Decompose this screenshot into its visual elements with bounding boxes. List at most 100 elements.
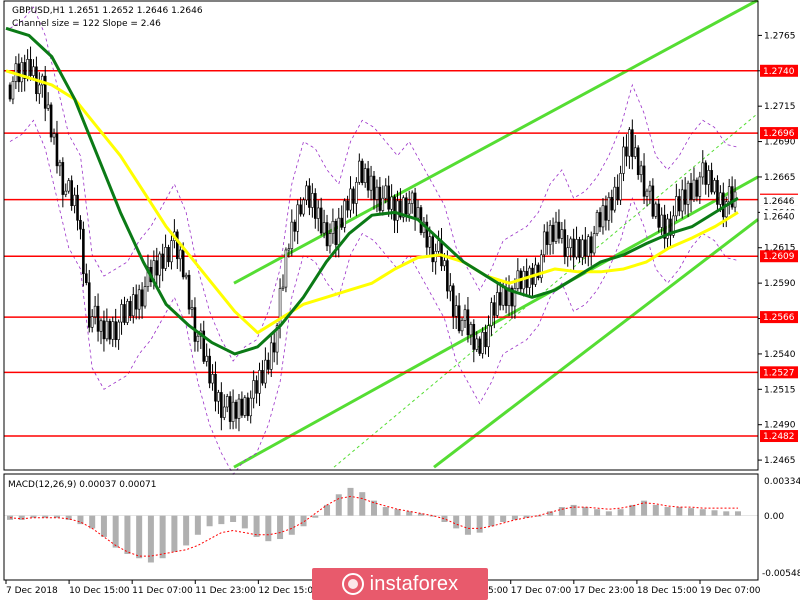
macd-histogram-bar xyxy=(147,515,154,563)
candle-body xyxy=(710,170,713,193)
candle-body xyxy=(645,190,649,197)
candle-body xyxy=(563,229,567,257)
candle-body xyxy=(249,397,253,417)
candle-body xyxy=(490,302,493,326)
candle-body xyxy=(360,160,364,183)
candle-body xyxy=(545,231,549,245)
candle-body xyxy=(272,342,276,353)
level-price-label: 1.2696 xyxy=(763,129,795,139)
macd-histogram-bar xyxy=(194,515,201,535)
candle-body xyxy=(155,260,159,276)
candle-body xyxy=(234,401,238,419)
price-tick-label: 1.2615 xyxy=(764,244,796,254)
macd-histogram-bar xyxy=(253,515,260,537)
candle-body xyxy=(240,398,244,416)
candle-body xyxy=(446,260,449,292)
candle-body xyxy=(190,307,194,310)
candle-body xyxy=(32,66,35,76)
macd-histogram-bar xyxy=(500,515,507,522)
macd-histogram-bar xyxy=(335,494,342,516)
candle-body xyxy=(55,133,59,167)
macd-histogram-bar xyxy=(688,508,695,516)
macd-histogram-bar xyxy=(159,515,166,559)
level-price-tag xyxy=(760,366,798,379)
candle-body xyxy=(428,236,432,248)
macd-histogram-bar xyxy=(641,500,648,516)
current-price-tag xyxy=(760,194,798,206)
candle-body xyxy=(410,192,414,204)
candle-body xyxy=(123,304,126,323)
candle-body xyxy=(554,221,558,242)
candle-body xyxy=(293,221,297,232)
candle-body xyxy=(170,240,173,263)
candle-body xyxy=(469,324,473,336)
macd-histogram-bar xyxy=(394,509,401,516)
macd-histogram-bar xyxy=(300,515,307,527)
macd-histogram-bar xyxy=(77,515,84,525)
macd-histogram-bar xyxy=(699,509,706,516)
macd-tick-top: 0.00334 xyxy=(764,477,800,487)
candle-body xyxy=(296,204,299,232)
macd-histogram-bar xyxy=(218,515,225,525)
price-tick-label: 1.2590 xyxy=(764,279,796,289)
candle-body xyxy=(120,304,123,323)
candle-body xyxy=(158,253,162,276)
channel-lower-line xyxy=(233,175,759,469)
candle-body xyxy=(663,214,666,239)
candle-body xyxy=(572,238,575,258)
candle-body xyxy=(616,186,619,201)
channel-info: Channel size = 122 Slope = 2.46 xyxy=(12,19,161,29)
candle-body xyxy=(196,335,200,342)
candle-body xyxy=(76,194,79,221)
macd-histogram-bar xyxy=(723,511,730,516)
candle-body xyxy=(666,218,669,239)
level-price-label: 1.2482 xyxy=(763,432,795,442)
candle-body xyxy=(657,203,661,228)
candle-body xyxy=(472,324,476,350)
candle-body xyxy=(501,287,505,306)
candle-body xyxy=(184,274,188,278)
macd-tick-bottom: -0.00548 xyxy=(762,569,800,579)
candle-body xyxy=(584,239,587,257)
macd-histogram-bar xyxy=(523,515,530,518)
candle-body xyxy=(498,292,502,306)
candle-body xyxy=(255,380,258,394)
candle-body xyxy=(660,214,663,228)
candle-body xyxy=(43,75,47,109)
candle-body xyxy=(460,319,464,332)
level-price-tag xyxy=(760,64,798,77)
macd-histogram-bar xyxy=(206,515,213,527)
candle-body xyxy=(208,355,211,384)
channel-middle-line xyxy=(333,112,759,468)
candle-body xyxy=(540,254,543,279)
candle-body xyxy=(639,165,643,175)
candle-body xyxy=(319,207,323,234)
candle-body xyxy=(287,248,291,251)
candle-body xyxy=(487,325,490,348)
macd-histogram-bar xyxy=(324,504,331,516)
candle-body xyxy=(181,249,185,278)
macd-histogram-bar xyxy=(511,515,518,520)
candle-body xyxy=(261,370,264,384)
candle-body xyxy=(581,239,584,258)
macd-histogram-bar xyxy=(629,504,636,516)
macd-histogram-bar xyxy=(429,515,436,517)
candle-body xyxy=(363,168,367,183)
macd-histogram-bar xyxy=(406,511,413,516)
candle-body xyxy=(589,236,593,254)
candle-body xyxy=(70,180,73,206)
candle-body xyxy=(675,196,678,217)
macd-histogram-bar xyxy=(382,507,389,516)
candle-body xyxy=(542,231,546,256)
macd-histogram-bar xyxy=(100,515,107,537)
macd-histogram-bar xyxy=(230,515,237,522)
candle-body xyxy=(680,189,684,212)
candle-body xyxy=(237,398,241,419)
level-price-tag xyxy=(760,430,798,443)
macd-histogram-bar xyxy=(570,504,577,516)
instaforex-logo[interactable]: instaforex xyxy=(312,568,488,600)
candle-body xyxy=(481,331,484,354)
level-price-label: 1.2609 xyxy=(763,252,795,262)
macd-histogram-bar xyxy=(582,507,589,516)
